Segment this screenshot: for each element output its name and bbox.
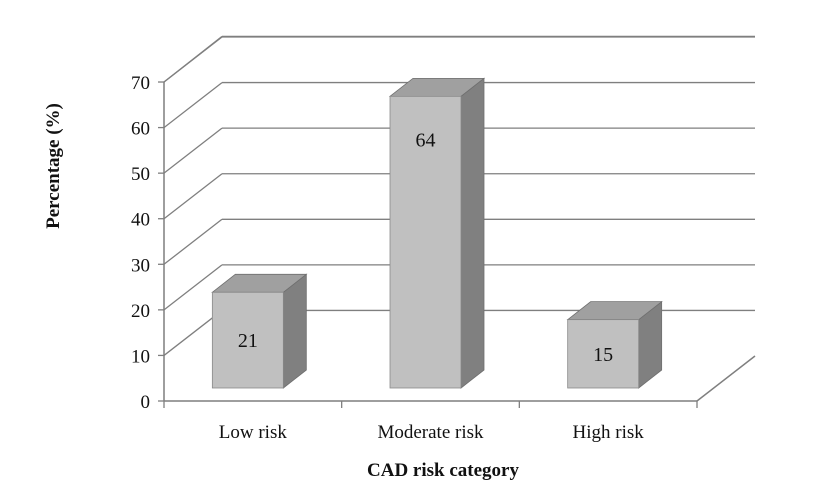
- x-category-label: Low risk: [219, 422, 288, 443]
- floor-edge: [696, 355, 756, 402]
- gridline-diagonal: [163, 218, 223, 265]
- bar-side: [460, 77, 485, 389]
- data-label: 64: [416, 129, 436, 151]
- y-axis-title: Percentage (%): [43, 103, 64, 229]
- x-category-label: Moderate risk: [377, 422, 484, 443]
- bar-3: 15: [566, 300, 663, 389]
- y-tick-label: 40: [131, 210, 150, 231]
- y-tick-label: 20: [131, 301, 150, 322]
- axes: [158, 81, 756, 408]
- gridline-diagonal: [163, 264, 223, 311]
- gridline-diagonal: [163, 82, 223, 129]
- y-tick-label: 30: [131, 255, 150, 276]
- bar-1: 21: [211, 273, 308, 389]
- gridline-diagonal: [163, 173, 223, 220]
- bar-2: 64: [388, 77, 486, 389]
- gridline-diagonal: [163, 127, 223, 174]
- x-category-labels: Low risk Moderate risk High risk: [219, 422, 644, 443]
- y-tick-label: 10: [131, 346, 150, 367]
- y-tick-label: 70: [131, 73, 150, 94]
- y-tick-labels: 0 10 20 30 40 50 60 70: [131, 73, 150, 413]
- x-category-label: High risk: [573, 422, 645, 443]
- y-tick-label: 60: [131, 119, 150, 140]
- y-tick-label: 0: [141, 392, 151, 413]
- gridline-diagonal: [163, 35, 223, 83]
- bar-front: [211, 291, 284, 389]
- gridlines: [163, 35, 755, 356]
- bars: 21 64 15: [211, 77, 663, 389]
- data-label: 21: [238, 330, 258, 352]
- x-axis-title: CAD risk category: [367, 460, 519, 481]
- bar-side: [282, 273, 307, 389]
- bar-front: [389, 95, 462, 389]
- bar-front: [567, 319, 640, 389]
- data-label: 15: [593, 344, 613, 366]
- y-tick-label: 50: [131, 164, 150, 185]
